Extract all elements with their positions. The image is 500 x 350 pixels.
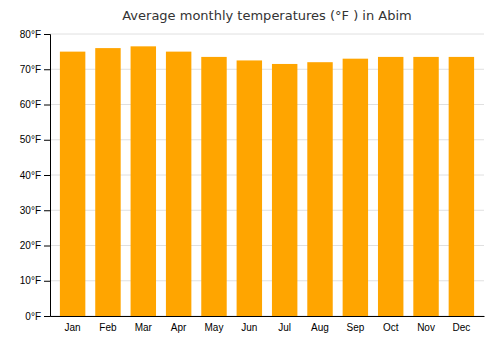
x-tick: Nov <box>417 322 435 333</box>
x-tick-label: Feb <box>99 322 117 333</box>
x-tick: Jan <box>65 322 81 333</box>
y-tick-label: 40°F <box>20 170 41 181</box>
bar <box>413 57 438 316</box>
x-tick-label: Jan <box>65 322 81 333</box>
x-tick: Jun <box>241 322 257 333</box>
x-tick: Oct <box>383 322 399 333</box>
y-tick: 10°F <box>20 275 50 286</box>
x-tick: Apr <box>171 322 187 333</box>
x-tick-label: Aug <box>311 322 329 333</box>
title: Average monthly temperatures (°F ) in Ab… <box>122 8 412 23</box>
bar <box>378 57 403 316</box>
y-tick: 20°F <box>20 240 50 251</box>
y-tick: 50°F <box>20 134 50 145</box>
grid <box>50 34 484 316</box>
bar <box>343 59 368 316</box>
grid-line <box>50 34 484 35</box>
x-tick-label: Apr <box>171 322 187 333</box>
x-tick: Dec <box>452 322 470 333</box>
x-tick: Jul <box>278 322 291 333</box>
x-tick-label: Nov <box>417 322 435 333</box>
x-tick: Sep <box>346 322 364 333</box>
bar <box>166 52 191 316</box>
axis-line <box>51 316 485 317</box>
tick-mark <box>44 105 50 106</box>
y-tick-label: 80°F <box>20 29 41 40</box>
tick-mark <box>44 34 50 35</box>
tick-mark <box>44 246 50 247</box>
x-tick-label: Jun <box>241 322 257 333</box>
bar <box>131 46 156 316</box>
bar <box>95 48 120 316</box>
x-tick-label: Sep <box>346 322 364 333</box>
y-tick-label: 70°F <box>20 64 41 75</box>
bar <box>272 64 297 316</box>
x-tick-label: Dec <box>452 322 470 333</box>
plot-area: 0°F 10°F 20°F 30°F 40°F 50°F 60°F 70°F 80°F Jan Fe… <box>20 29 485 333</box>
x-tick-label: May <box>205 322 224 333</box>
y-tick-label: 20°F <box>20 240 41 251</box>
x-tick: Mar <box>135 322 153 333</box>
y-tick: 40°F <box>20 170 50 181</box>
x-tick-label: Jul <box>278 322 291 333</box>
chart-container: 0°F 10°F 20°F 30°F 40°F 50°F 60°F 70°F 80°F Jan Fe… <box>0 0 500 350</box>
bar <box>449 57 474 316</box>
bars <box>60 46 474 316</box>
y-tick: 70°F <box>20 64 50 75</box>
bar <box>237 60 262 316</box>
y-tick-label: 50°F <box>20 134 41 145</box>
y-axis: 0°F 10°F 20°F 30°F 40°F 50°F 60°F 70°F 80°F <box>20 29 51 322</box>
x-tick: Feb <box>99 322 117 333</box>
x-tick-label: Oct <box>383 322 399 333</box>
y-tick: 60°F <box>20 99 50 110</box>
tick-mark <box>44 140 50 141</box>
tick-mark <box>44 69 50 70</box>
x-axis: Jan Feb Mar Apr May Jun Jul Aug Sep Oct Nov Dec <box>51 317 485 334</box>
bar <box>201 57 226 316</box>
x-tick: May <box>205 322 224 333</box>
tick-mark <box>44 175 50 176</box>
y-tick-label: 0°F <box>25 311 41 322</box>
tick-mark <box>44 281 50 282</box>
y-tick: 0°F <box>25 311 50 322</box>
y-tick: 30°F <box>20 205 50 216</box>
chart-svg: 0°F 10°F 20°F 30°F 40°F 50°F 60°F 70°F 80°F Jan Fe… <box>0 0 500 350</box>
x-tick: Aug <box>311 322 329 333</box>
y-tick-label: 10°F <box>20 275 41 286</box>
axis-line <box>44 35 51 317</box>
y-tick-label: 60°F <box>20 99 41 110</box>
x-tick-label: Mar <box>135 322 153 333</box>
y-tick-label: 30°F <box>20 205 41 216</box>
bar <box>60 52 85 316</box>
tick-mark <box>44 316 50 317</box>
tick-mark <box>44 210 50 211</box>
bar <box>307 62 332 316</box>
y-tick: 80°F <box>20 29 50 40</box>
